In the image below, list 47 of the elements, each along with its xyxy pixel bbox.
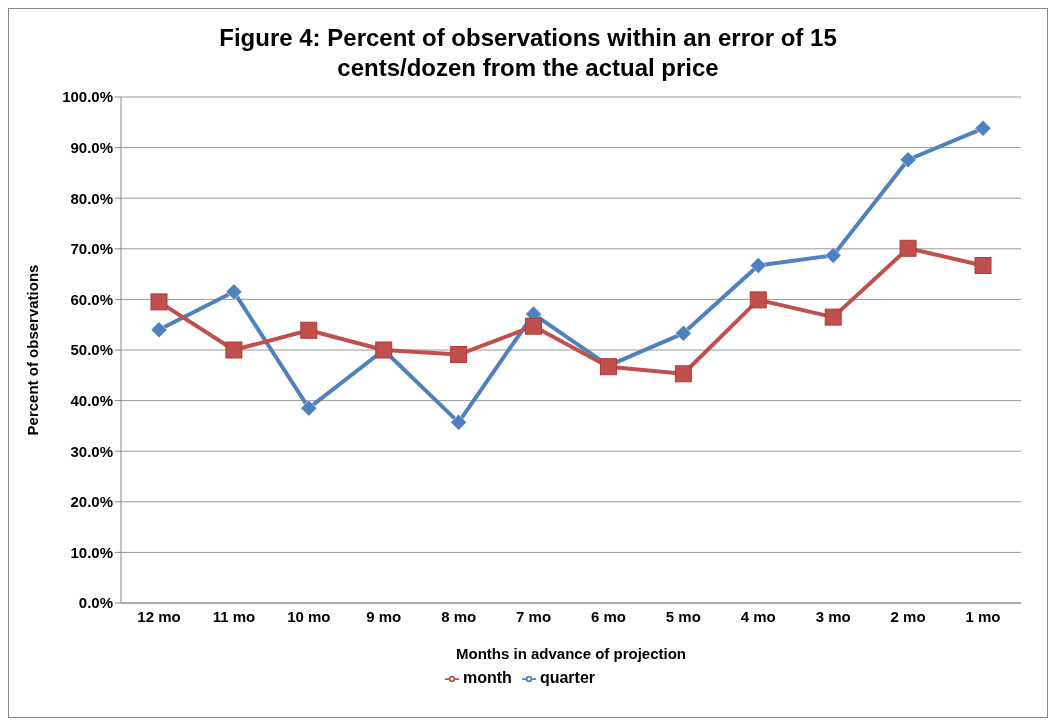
- y-axis-title: Percent of observations: [24, 264, 42, 436]
- x-tick-label: 1 mo: [965, 607, 1001, 625]
- point: [750, 257, 767, 274]
- legend-label: month: [463, 669, 512, 686]
- point: [300, 399, 318, 417]
- point: [525, 317, 543, 335]
- x-tick-label: 6 mo: [590, 607, 626, 625]
- x-tick-label: 9 mo: [366, 607, 402, 625]
- point: [450, 346, 468, 364]
- point: [674, 365, 692, 383]
- point: [974, 257, 992, 274]
- x-tick-label: 2 mo: [890, 607, 926, 625]
- y-tick-label: 10.0%: [70, 543, 113, 561]
- point: [824, 247, 842, 264]
- x-tick-label: 11 mo: [212, 607, 256, 625]
- point: [824, 308, 842, 326]
- y-tick-label: 30.0%: [70, 442, 113, 460]
- y-tick-label: 80.0%: [70, 189, 113, 207]
- x-tick-label: 4 mo: [740, 607, 776, 625]
- y-tick-label: 100.0%: [62, 88, 113, 106]
- point: [450, 414, 467, 431]
- y-tick-label: 40.0%: [70, 391, 113, 409]
- x-tick-label: 10 mo: [287, 607, 331, 625]
- x-tick-label: 12 mo: [137, 607, 181, 625]
- point: [150, 293, 168, 311]
- x-tick-label: 3 mo: [815, 607, 851, 625]
- y-tick-label: 0.0%: [78, 594, 113, 612]
- y-tick-label: 50.0%: [70, 341, 113, 359]
- y-tick-label: 20.0%: [70, 493, 113, 511]
- x-tick-label: 8 mo: [441, 607, 477, 625]
- point: [300, 321, 318, 339]
- point: [675, 325, 692, 342]
- x-tick-label: 7 mo: [516, 607, 552, 625]
- point: [150, 321, 168, 339]
- point: [974, 120, 992, 137]
- point: [749, 291, 767, 309]
- y-tick-label: 60.0%: [70, 290, 113, 308]
- x-tick-label: 5 mo: [665, 607, 701, 625]
- legend-label: quarter: [539, 669, 595, 686]
- y-tick-label: 70.0%: [70, 240, 113, 258]
- y-tick-label: 90.0%: [70, 138, 113, 156]
- point: [225, 283, 243, 301]
- chart-title: Figure 4: Percent of observations within an error of 15 cents/dozen from the actual price: [218, 23, 838, 83]
- x-axis-title: Months in advance of projection: [455, 645, 687, 662]
- point: [899, 239, 917, 257]
- point: [899, 151, 917, 168]
- point: [225, 341, 243, 359]
